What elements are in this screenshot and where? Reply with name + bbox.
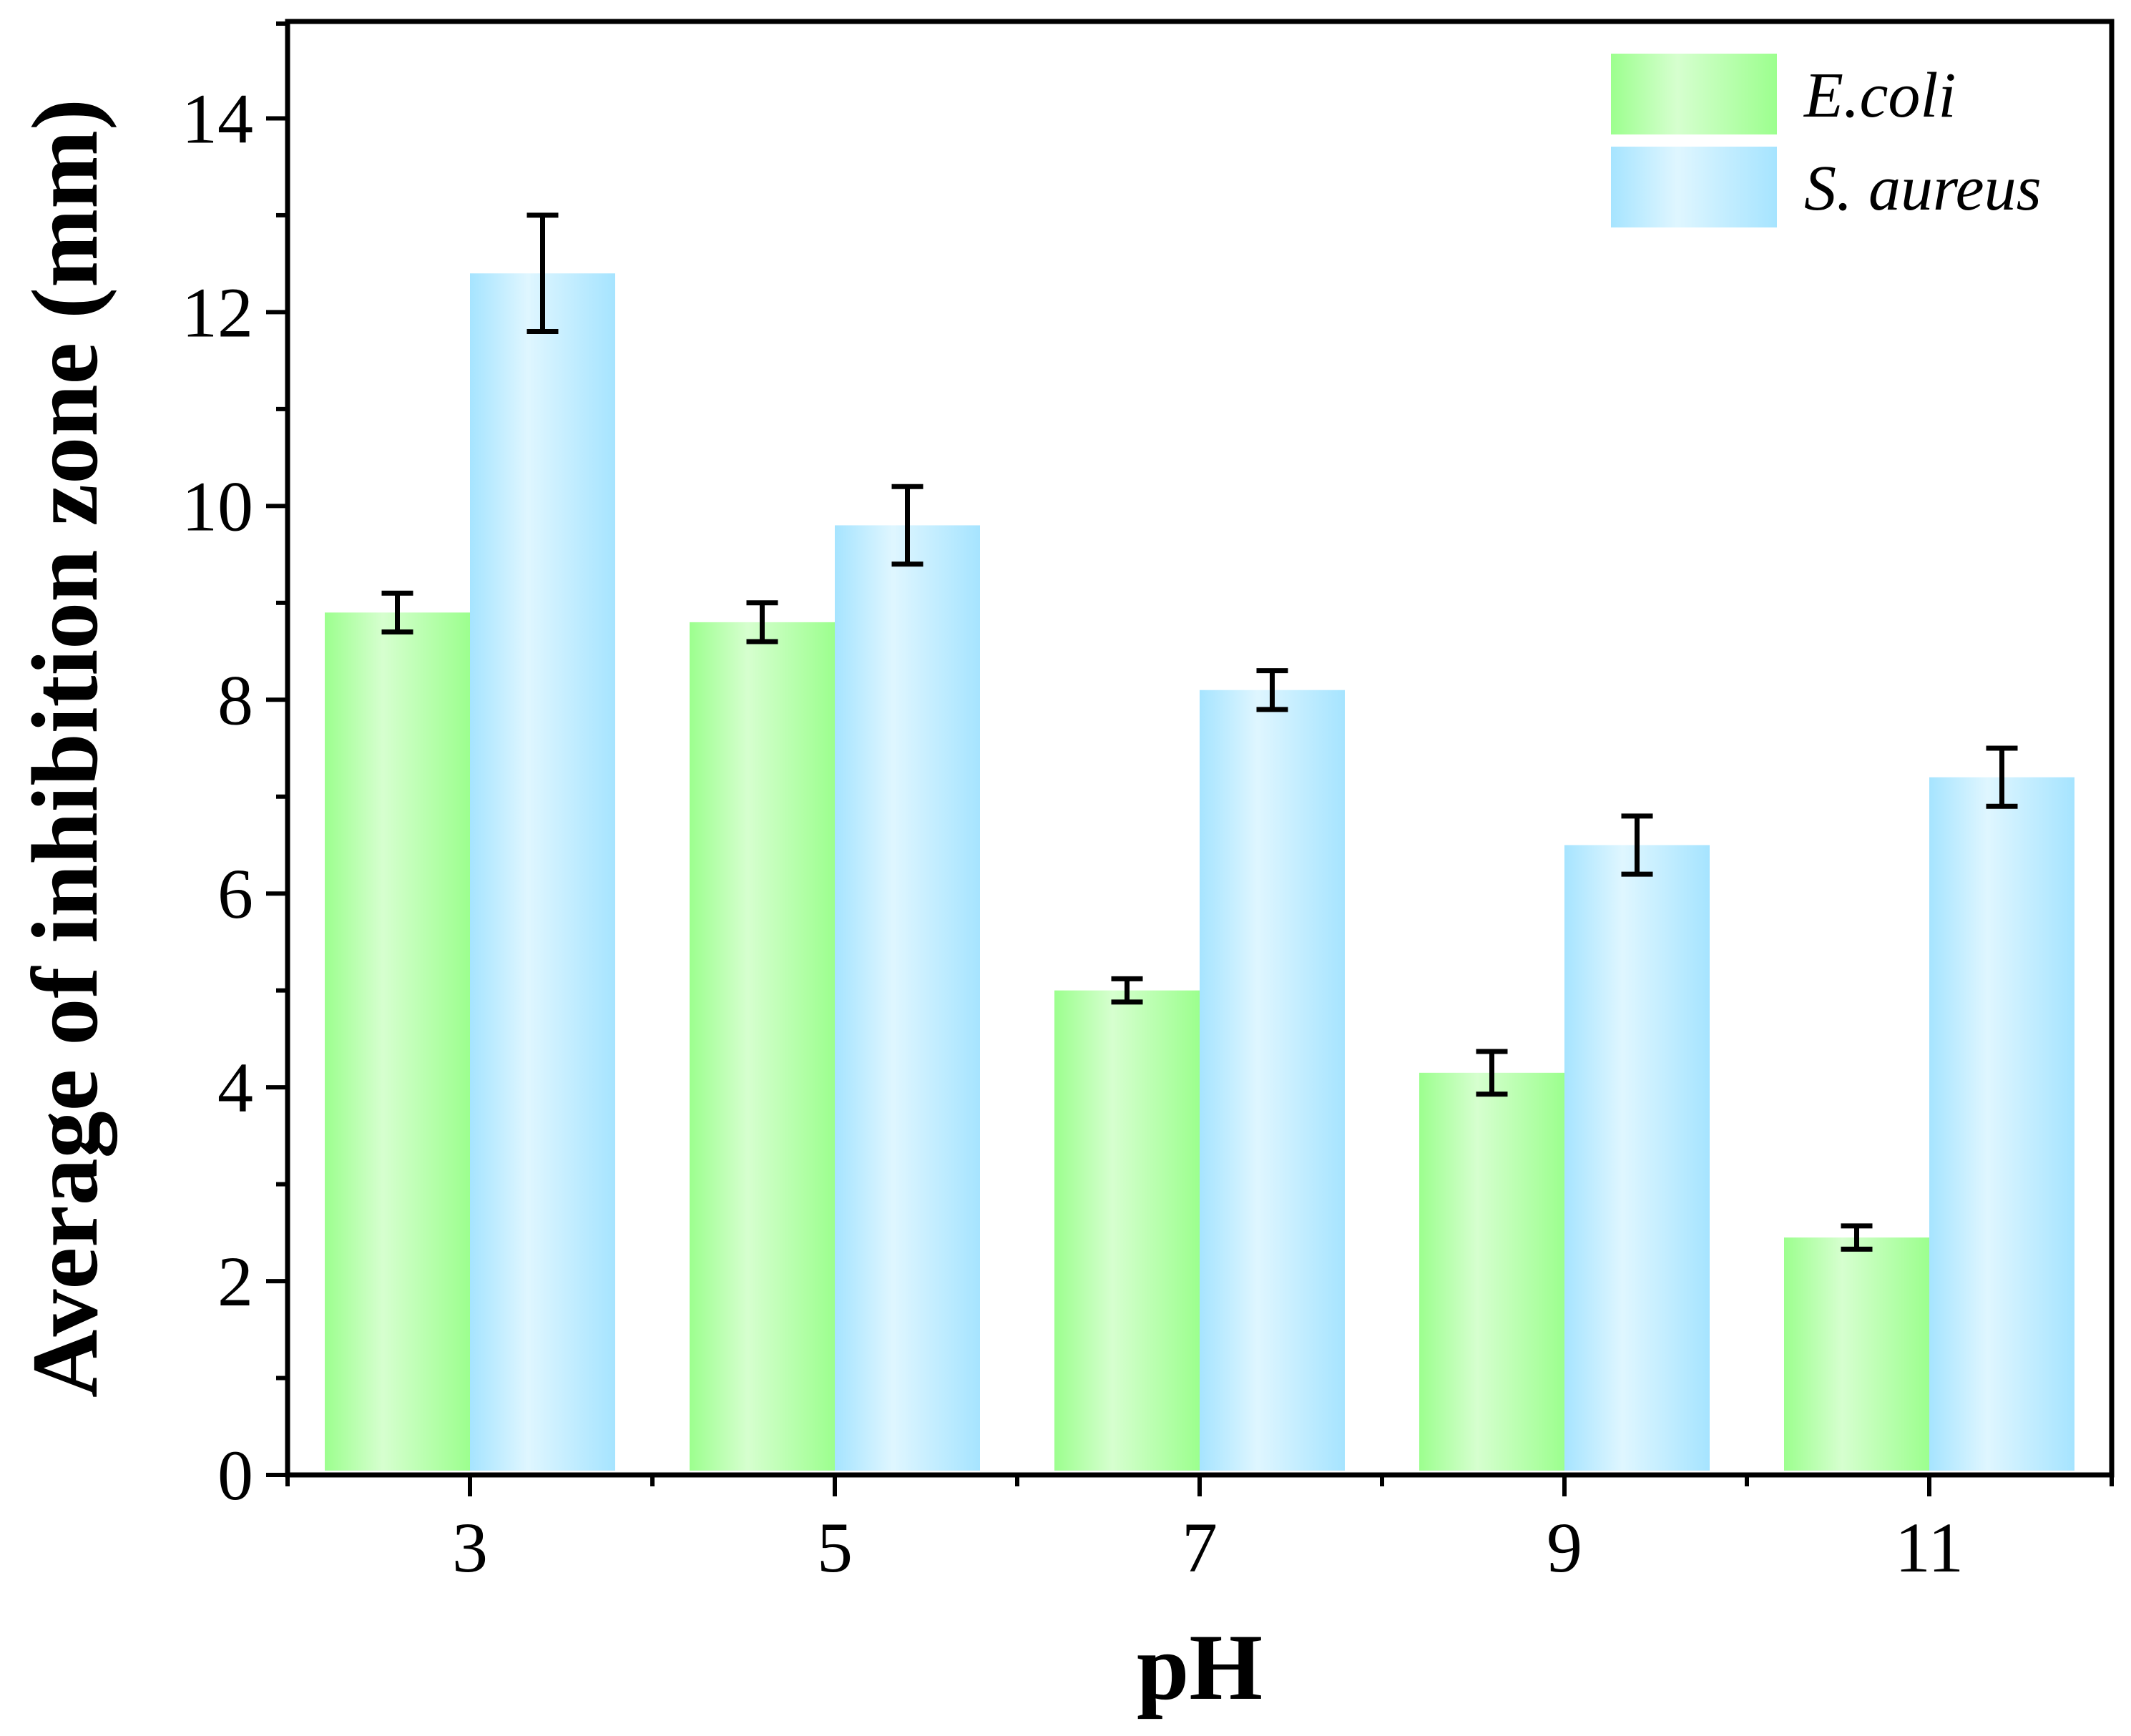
x-tick-label: 9 <box>1547 1508 1582 1587</box>
error-bar-saureus-ph-5 <box>891 484 924 567</box>
error-bar-ecoli-ph-3 <box>381 590 413 634</box>
error-bar-saureus-ph-3 <box>526 212 559 334</box>
bar-ecoli-ph-5 <box>690 622 835 1471</box>
bar-ecoli-ph-3 <box>325 612 470 1471</box>
y-tick-label: 6 <box>217 854 253 933</box>
bar-saureus-ph-5 <box>835 525 980 1471</box>
bar-saureus-ph-11 <box>1929 777 2074 1471</box>
y-tick-label: 8 <box>217 660 253 740</box>
bar-saureus-ph-3 <box>470 273 615 1471</box>
legend-swatch-saureus <box>1611 147 1777 227</box>
bar-saureus-ph-9 <box>1564 845 1710 1471</box>
error-bar-ecoli-ph-7 <box>1111 976 1143 1005</box>
legend-swatch-ecoli <box>1611 54 1777 134</box>
y-tick-label: 14 <box>182 79 253 158</box>
legend-label-ecoli: E.coli <box>1803 60 1956 131</box>
x-tick-label: 5 <box>817 1508 853 1587</box>
y-tick-label: 2 <box>217 1242 253 1321</box>
error-bar-saureus-ph-9 <box>1621 813 1653 877</box>
error-bar-ecoli-ph-9 <box>1476 1049 1508 1097</box>
error-bars-layer <box>381 212 2018 1252</box>
error-bar-ecoli-ph-5 <box>746 600 778 644</box>
y-tick-label: 12 <box>182 273 253 352</box>
error-bar-saureus-ph-7 <box>1256 668 1288 712</box>
x-tick-label: 7 <box>1182 1508 1218 1587</box>
y-tick-label: 4 <box>217 1048 253 1127</box>
x-axis-title: pH <box>1137 1614 1263 1720</box>
error-bar-ecoli-ph-11 <box>1841 1223 1873 1252</box>
legend-label-saureus: S. aureus <box>1804 153 2042 224</box>
legend: E.coli S. aureus <box>1611 54 2042 227</box>
bars-layer <box>325 273 2074 1471</box>
bar-ecoli-ph-9 <box>1419 1072 1564 1471</box>
error-bar-saureus-ph-11 <box>1986 745 2018 809</box>
y-tick-label: 0 <box>217 1436 253 1515</box>
bar-ecoli-ph-7 <box>1054 990 1200 1471</box>
bar-saureus-ph-7 <box>1200 690 1345 1471</box>
x-tick-label: 11 <box>1895 1508 1964 1587</box>
y-tick-label: 10 <box>182 466 253 546</box>
axis-ticks: 0 2 4 6 8 10 12 14 3 5 7 9 11 <box>182 21 2114 1587</box>
bar-ecoli-ph-11 <box>1784 1237 1929 1471</box>
x-tick-label: 3 <box>452 1508 488 1587</box>
y-axis-title: Average of inhibition zone (mm) <box>12 99 117 1398</box>
